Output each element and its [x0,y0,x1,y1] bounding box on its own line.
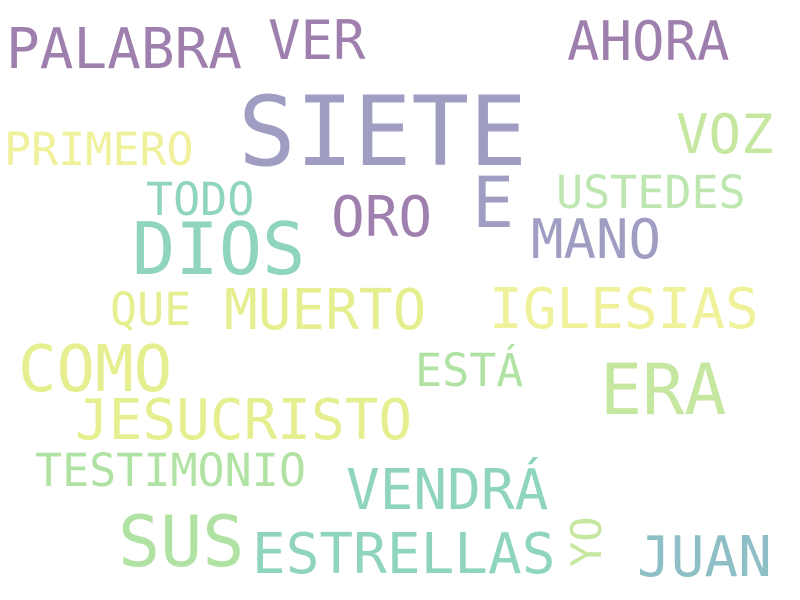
word-ver: VER [268,9,366,72]
word-estrellas: ESTRELLAS [252,522,556,587]
word-era: ERA [600,349,727,431]
word-e: E [472,162,515,244]
word-primero: PRIMERO [4,123,194,176]
word-siete: SIETE [238,76,527,188]
word-dios: DIOS [132,207,306,291]
word-que: QUE [110,283,192,336]
word-juan: JUAN [637,525,772,590]
word-sus: SUS [118,501,245,583]
word-jesucristo: JESUCRISTO [75,388,413,453]
word-oro: ORO [331,185,433,250]
word-todo: TODO [146,173,255,226]
word-voz: VOZ [676,103,774,166]
word-esta: ESTÁ [415,344,524,397]
word-testimonio: TESTIMONIO [35,444,306,497]
word-palabra: PALABRA [6,17,243,82]
word-muerto: MUERTO [224,278,427,343]
word-mano: MANO [531,208,662,271]
word-ahora: AHORA [567,10,730,73]
word-yo: YO [562,516,611,567]
word-iglesias: IGLESIAS [489,277,759,342]
word-como: COMO [18,333,173,407]
word-vendra: VENDRÁ [346,458,549,523]
word-ustedes: USTEDES [556,166,746,219]
